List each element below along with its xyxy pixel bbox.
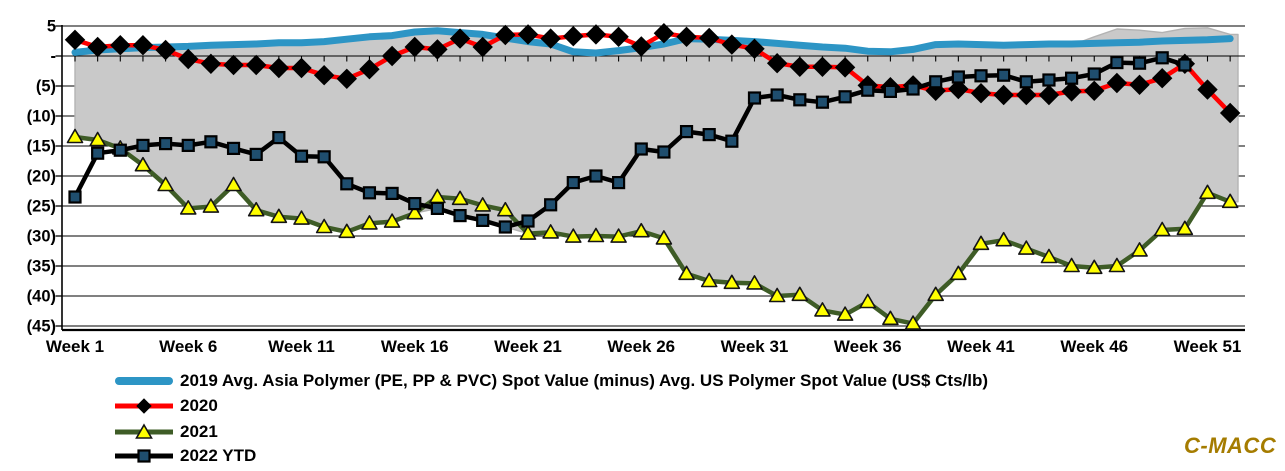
series-line-2021 [72, 134, 1233, 326]
x-tick-label: Week 16 [381, 337, 449, 356]
x-tick-label: Week 46 [1060, 337, 1128, 356]
x-tick-label: Week 51 [1174, 337, 1242, 356]
legend-swatch-2019-line [115, 372, 173, 390]
x-tick-label: Week 36 [834, 337, 902, 356]
y-tick-label: (20) [27, 168, 56, 186]
x-tick-label: Week 31 [721, 337, 789, 356]
y-axis-labels: 5 - (5) (10) (15) (20) (25) (30) (35) (40) (45) [27, 18, 56, 336]
x-tick-label: Week 21 [494, 337, 562, 356]
x-tick-label: Week 1 [46, 337, 104, 356]
cmacc-logo: C-MACC [1184, 433, 1277, 458]
series-line-2019 [71, 27, 1234, 57]
polymer-spread-chart: 5-(5)(10)(15)(20)(25)(30)(35)(40)(45)Wee… [27, 18, 1245, 356]
y-tick-label: (35) [27, 258, 56, 276]
series-markers-2022-squares [68, 51, 1192, 234]
legend-swatch-2021-triangle [115, 423, 173, 441]
series-markers-2020-diamonds [64, 22, 1241, 124]
legend-item-2022-ytd: 2022 YTD [115, 447, 256, 465]
x-tick-label: Week 41 [947, 337, 1015, 356]
legend-item-2020: 2020 [115, 397, 218, 415]
y-tick-label: (40) [27, 288, 56, 306]
gray-envelope-area [74, 27, 1239, 325]
legend-label-2019: 2019 Avg. Asia Polymer (PE, PP & PVC) Sp… [180, 371, 989, 390]
x-tick-label: Week 11 [268, 337, 335, 356]
legend-swatch-2020-diamond [115, 397, 173, 415]
y-tick-label: (30) [27, 228, 56, 246]
legend-item-2019: 2019 Avg. Asia Polymer (PE, PP & PVC) Sp… [115, 372, 988, 390]
x-tick-label: Week 6 [159, 337, 217, 356]
y-tick-label: (10) [27, 108, 56, 126]
series-markers-2021-triangles [66, 128, 1239, 330]
x-tick-label: Week 26 [607, 337, 675, 356]
legend-label-2021: 2021 [180, 422, 218, 441]
y-tick-label: (25) [27, 198, 56, 216]
y-tick-label: (45) [27, 318, 56, 336]
y-tick-label: - [51, 48, 57, 66]
legend-item-2021: 2021 [115, 423, 218, 441]
x-axis-labels: Week 1 Week 6 Week 11 Week 16 Week 21 Week 26… [46, 337, 1242, 356]
y-tick-label: (15) [27, 138, 56, 156]
series-line-2020 [72, 30, 1233, 116]
legend-swatch-2022-square [115, 447, 173, 465]
y-tick-label: 5 [47, 18, 56, 36]
legend-label-2022-ytd: 2022 YTD [180, 446, 257, 465]
legend-label-2020: 2020 [180, 396, 218, 415]
y-tick-label: (5) [36, 78, 56, 96]
axes [55, 25, 1245, 332]
